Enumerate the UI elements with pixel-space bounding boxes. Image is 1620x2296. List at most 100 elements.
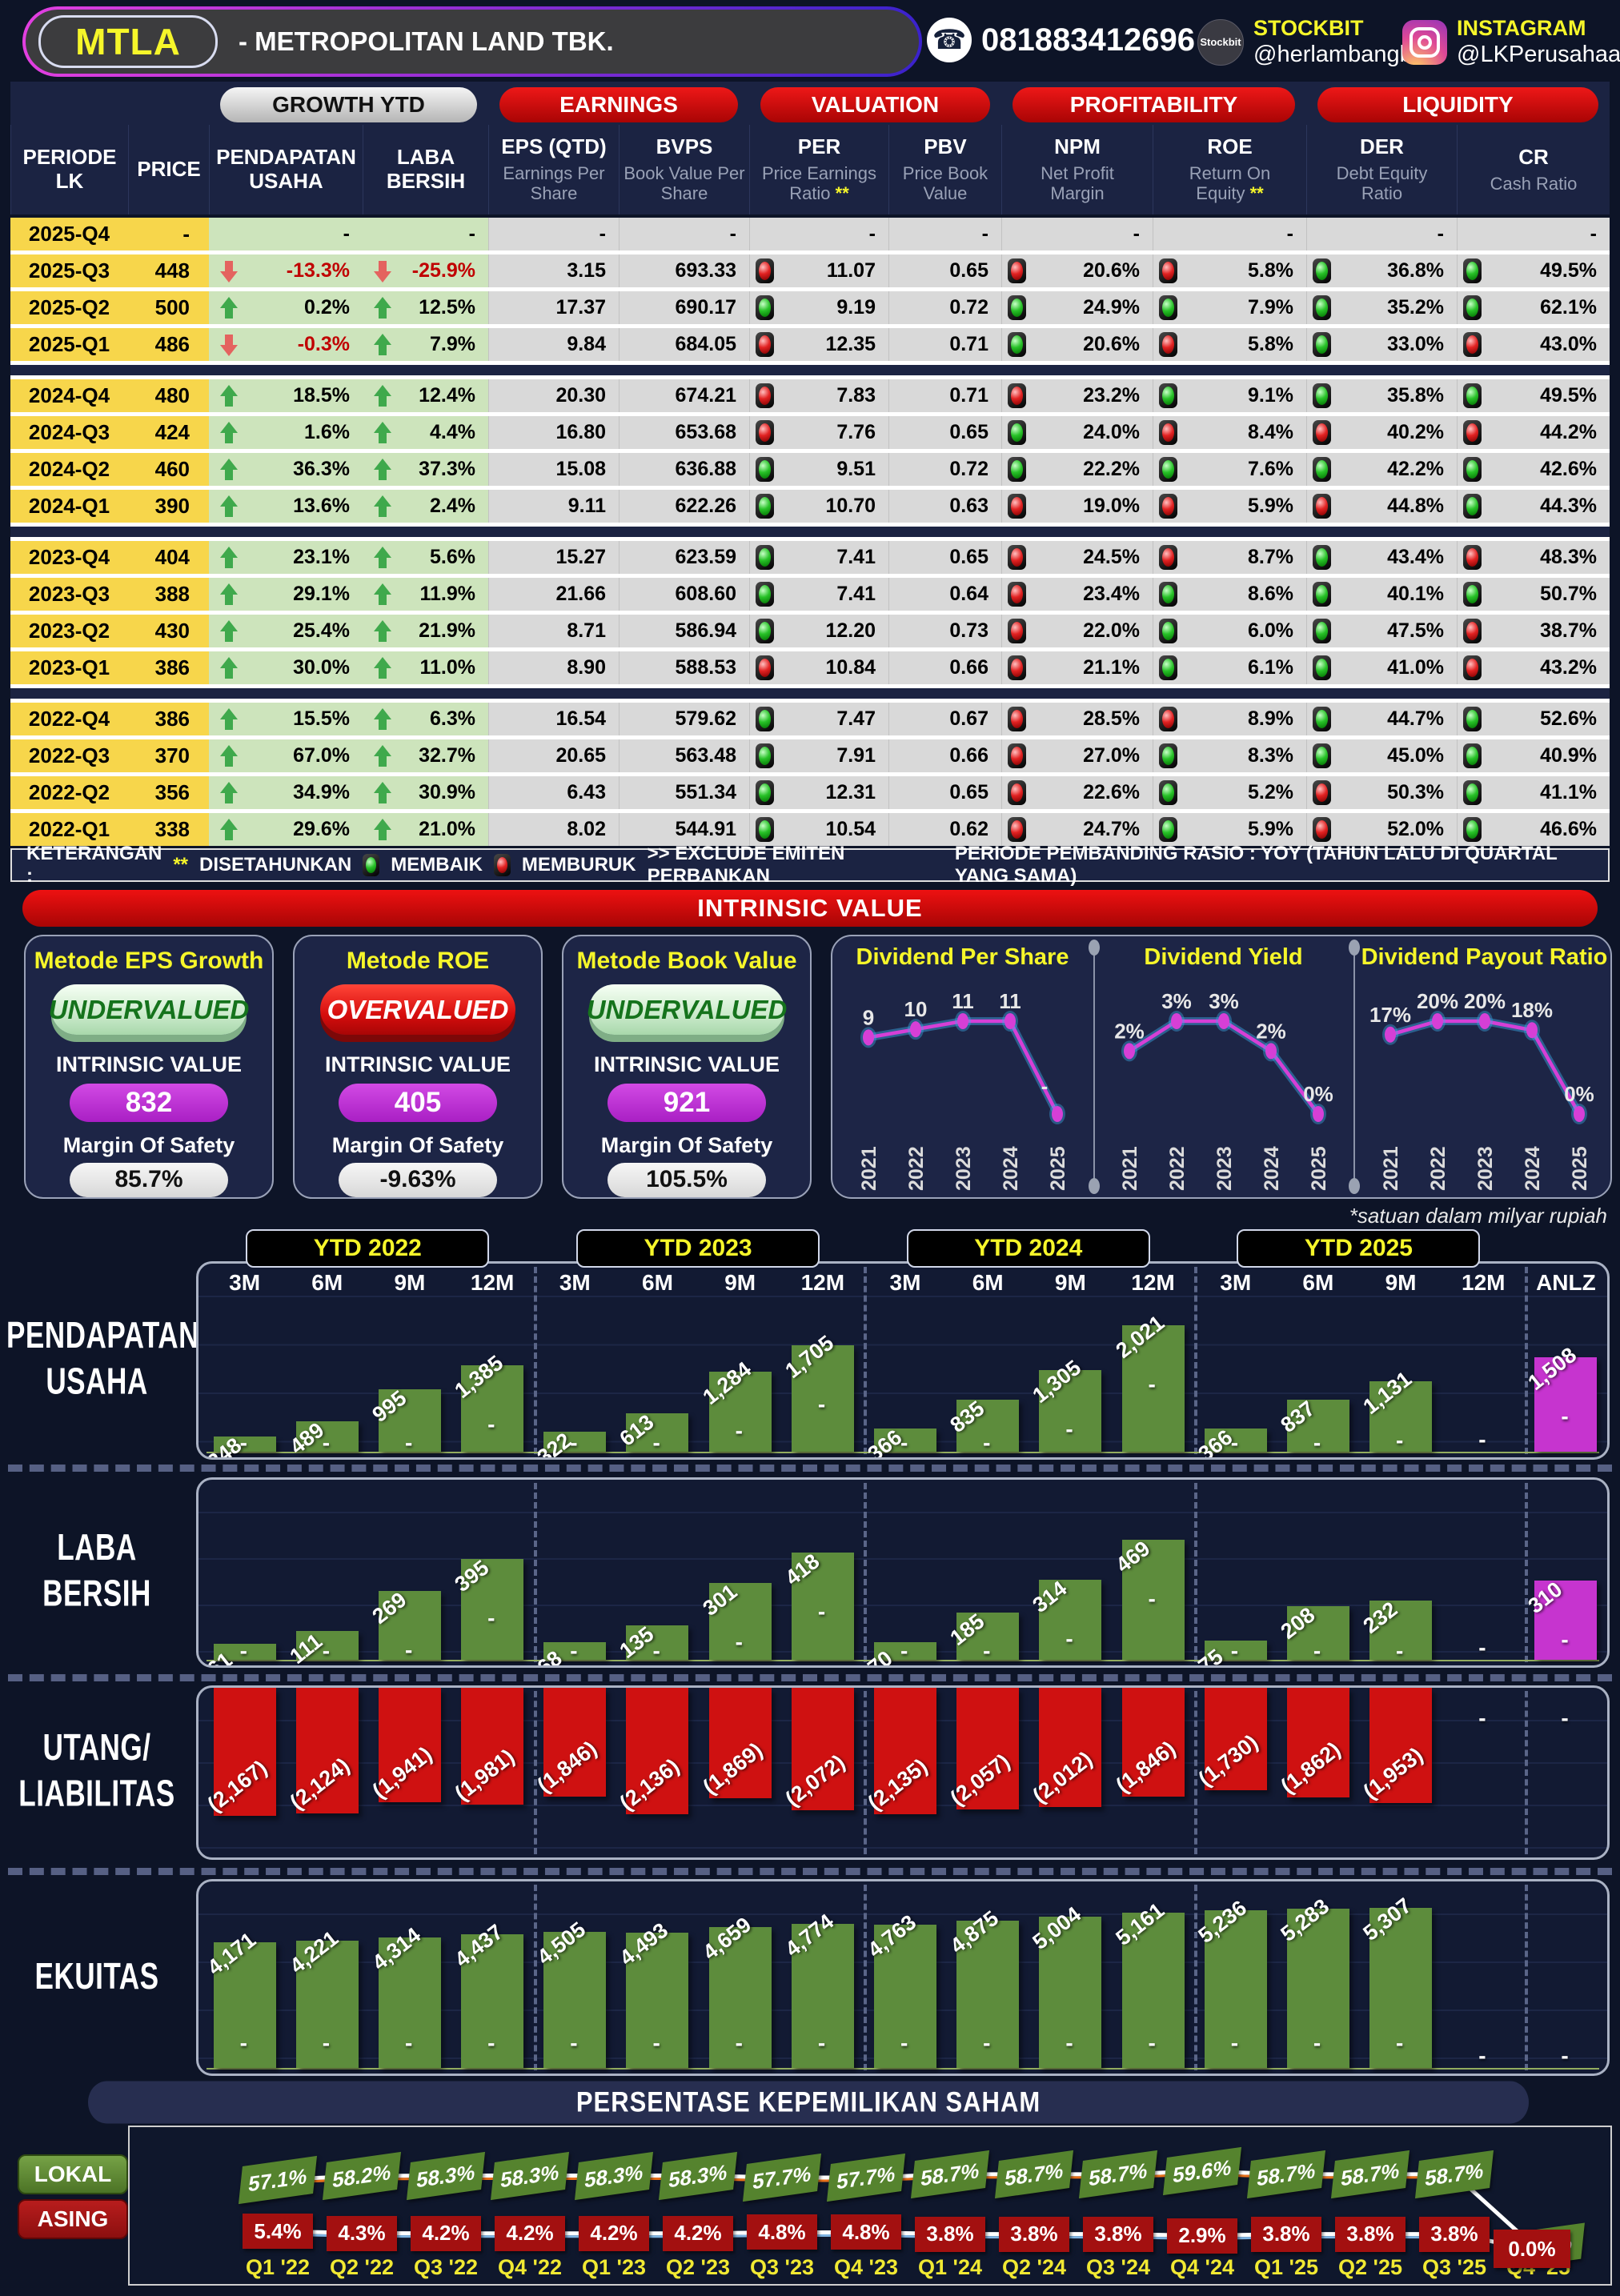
- green-light-icon: [1463, 295, 1482, 320]
- bar: [543, 1432, 607, 1452]
- periode-cell: 2025-Q1: [10, 328, 128, 361]
- bar: [1286, 1606, 1349, 1660]
- chart-baseline: [207, 1660, 1599, 1661]
- periode-cell: 2023-Q4: [10, 541, 128, 574]
- roe-cell-value: 6.1%: [1248, 656, 1293, 679]
- svg-text:2022: 2022: [1427, 1146, 1450, 1191]
- period-label: 3M: [229, 1270, 261, 1295]
- group-divider: [1524, 1267, 1528, 1454]
- green-light-icon: [756, 545, 774, 570]
- legend-star: **: [173, 854, 189, 876]
- chart-baseline: [207, 2068, 1599, 2070]
- growth-value: 0.2%: [304, 296, 350, 319]
- der-cell: 40.2%: [1306, 416, 1457, 449]
- ticker: MTLA: [75, 21, 181, 62]
- svg-text:17%: 17%: [1369, 1003, 1411, 1027]
- up-arrow-icon: [374, 546, 391, 570]
- pbv-cell: 0.72: [888, 453, 1001, 486]
- divider-knob: [1089, 1178, 1100, 1194]
- roe-cell-value: 7.9%: [1248, 296, 1293, 319]
- per-cell: 7.91: [749, 739, 888, 772]
- whatsapp-contact[interactable]: ☎ 081883412696: [927, 18, 1195, 62]
- npm-cell-value: -: [1133, 222, 1140, 245]
- per-cell-value: 7.47: [836, 707, 876, 730]
- panel-divider: [1349, 940, 1360, 1194]
- bvps-cell: 579.62: [619, 703, 749, 735]
- red-light-icon: [1313, 780, 1331, 805]
- growth-value: 29.1%: [293, 583, 350, 605]
- npm-cell: 20.6%: [1001, 328, 1153, 361]
- stockbit-contact[interactable]: Stockbit STOCKBIT @herlambangb: [1197, 16, 1413, 69]
- der-cell-value: 50.3%: [1387, 781, 1444, 803]
- column-header: PER Price Earnings Ratio **: [749, 125, 888, 214]
- npm-cell: 22.6%: [1001, 776, 1153, 809]
- pbv-cell: 0.65: [888, 254, 1001, 287]
- svg-text:2023: 2023: [952, 1146, 975, 1191]
- bar: [874, 1428, 936, 1452]
- roe-cell-value: 8.7%: [1248, 546, 1293, 568]
- bar-sub-dash: -: [570, 2030, 578, 2055]
- eps-cell: 9.84: [488, 328, 619, 361]
- intrinsic-value-label: INTRINSIC VALUE: [593, 1052, 780, 1077]
- growth-value: 29.6%: [293, 818, 350, 840]
- bar: [1204, 1688, 1267, 1790]
- bar: [1121, 1913, 1185, 2068]
- per-cell-value: 7.41: [836, 546, 876, 568]
- bar: [1204, 1910, 1267, 2068]
- npm-cell-value: 20.6%: [1083, 259, 1140, 282]
- margin-of-safety-value: 85.7%: [70, 1162, 228, 1197]
- eps-cell: 8.71: [488, 615, 619, 647]
- npm-cell-value: 28.5%: [1083, 707, 1140, 730]
- green-light-icon: [756, 707, 774, 731]
- column-header-sub: Cash Ratio: [1490, 173, 1578, 194]
- der-cell: 35.2%: [1306, 291, 1457, 324]
- pbv-cell: 0.65: [888, 416, 1001, 449]
- price-cell: 424: [128, 416, 209, 449]
- legend-membaik: MEMBAIK: [391, 854, 483, 876]
- ytd-group-pill: YTD 2022: [246, 1229, 490, 1268]
- pendapatan-growth-cell: 30.0%: [209, 651, 363, 684]
- quarter-label: Q1 '23: [582, 2255, 646, 2279]
- down-arrow-icon: [374, 259, 391, 283]
- per-cell-value: 12.31: [825, 781, 876, 803]
- growth-value: 37.3%: [419, 458, 475, 480]
- bar: [295, 1421, 359, 1452]
- bar: [626, 1933, 689, 2068]
- cr-cell: 46.6%: [1457, 813, 1610, 846]
- cr-cell: 49.5%: [1457, 254, 1610, 287]
- npm-cell: 23.4%: [1001, 578, 1153, 611]
- margin-of-safety-value: 105.5%: [608, 1162, 766, 1197]
- pbv-cell: 0.71: [888, 379, 1001, 412]
- column-header-main: PBV: [924, 134, 967, 159]
- bar-sub-dash: -: [983, 1638, 991, 1663]
- npm-cell-value: 23.2%: [1083, 384, 1140, 407]
- asing-point-label: 4.8%: [747, 2214, 817, 2250]
- der-cell: 52.0%: [1306, 813, 1457, 846]
- pbv-cell: 0.66: [888, 739, 1001, 772]
- red-light-icon: [1008, 707, 1026, 731]
- column-header-main: PER: [797, 134, 841, 159]
- price-cell: 356: [128, 776, 209, 809]
- bar: [1204, 1641, 1267, 1660]
- pendapatan-growth-cell: 25.4%: [209, 615, 363, 647]
- bar-sub-dash: -: [900, 1430, 908, 1455]
- asing-point-label: 4.3%: [327, 2215, 397, 2251]
- green-light-icon: [1008, 295, 1026, 320]
- bar: [1039, 1688, 1102, 1807]
- roe-cell-value: 5.9%: [1248, 818, 1293, 840]
- bar-sub-dash: -: [1065, 2030, 1073, 2055]
- eps-cell: 15.27: [488, 541, 619, 574]
- red-light-icon: [493, 854, 511, 876]
- per-cell-value: 9.19: [836, 296, 876, 319]
- eps-cell: 3.15: [488, 254, 619, 287]
- bar-sub-dash: -: [239, 1638, 247, 1663]
- instagram-contact[interactable]: INSTAGRAM @LKPerusahaan: [1402, 16, 1620, 69]
- svg-text:2025: 2025: [1047, 1146, 1069, 1191]
- roe-cell: 6.0%: [1153, 615, 1306, 647]
- bar-sub-dash: -: [1230, 2030, 1239, 2055]
- table-group-pill: GROWTH YTD: [220, 87, 477, 122]
- green-light-icon: [1463, 707, 1482, 731]
- bar: [1204, 1428, 1267, 1452]
- method-title: Metode ROE: [346, 948, 490, 974]
- svg-text:0%: 0%: [1303, 1082, 1333, 1106]
